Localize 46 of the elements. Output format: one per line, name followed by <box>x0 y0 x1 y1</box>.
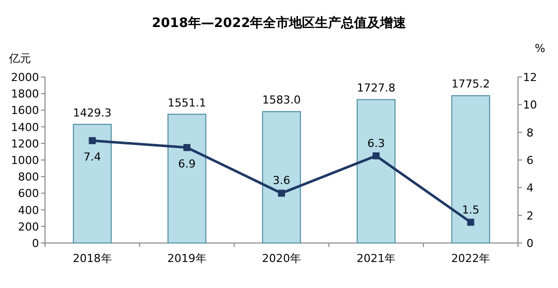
data-label: 1.5 <box>462 203 480 216</box>
y2-tick-label: 10 <box>523 98 537 112</box>
bar <box>262 111 301 244</box>
x-tick-label: 2022年 <box>451 252 490 265</box>
y2-tick-label: 2 <box>526 209 534 222</box>
y-tick-label: 200 <box>18 220 39 234</box>
y2-tick-label: 4 <box>526 182 534 195</box>
data-label: 6.9 <box>178 158 196 171</box>
x-tick-label: 2019年 <box>167 252 206 265</box>
bar <box>167 114 206 244</box>
y-tick-label: 1800 <box>11 88 39 101</box>
chart-title: 2018年—2022年全市地区生产总值及增速 <box>152 15 408 31</box>
y-tick-label: 1000 <box>11 154 39 167</box>
y-tick-label: 1400 <box>11 120 39 134</box>
y2-axis-title: % <box>534 42 546 55</box>
y-tick-label: 800 <box>18 170 39 184</box>
point <box>372 152 380 160</box>
y-tick-label: 2000 <box>11 71 39 84</box>
y2-tick-label: 12 <box>523 71 537 84</box>
x-tick-label: 2021年 <box>356 252 396 265</box>
bar <box>356 99 396 244</box>
y-tick-label: 1200 <box>11 137 39 150</box>
y-tick-label: 400 <box>18 204 39 217</box>
x-tick-label: 2018年 <box>72 252 112 265</box>
bar <box>451 95 490 244</box>
y2-tick-label: 8 <box>526 126 534 140</box>
point <box>278 190 285 197</box>
data-label: 1727.8 <box>356 82 396 95</box>
data-label: 1429.3 <box>73 106 112 120</box>
data-label: 1551.1 <box>168 96 206 110</box>
point <box>183 144 190 152</box>
data-label: 7.4 <box>84 150 102 164</box>
data-label: 1775.2 <box>451 78 490 91</box>
y-tick-label: 0 <box>32 237 39 250</box>
point <box>467 218 474 226</box>
y-tick-label: 600 <box>18 187 39 200</box>
y2-tick-label: 0 <box>526 237 534 250</box>
y-axis-title: 亿元 <box>8 52 31 65</box>
y2-tick-label: 6 <box>526 154 534 167</box>
data-label: 6.3 <box>367 136 385 150</box>
data-label: 1583.0 <box>262 94 301 107</box>
bar <box>72 124 112 244</box>
data-label: 3.6 <box>272 174 290 188</box>
point <box>88 137 96 144</box>
x-tick-label: 2020年 <box>262 252 301 265</box>
y-tick-label: 1600 <box>11 104 39 118</box>
